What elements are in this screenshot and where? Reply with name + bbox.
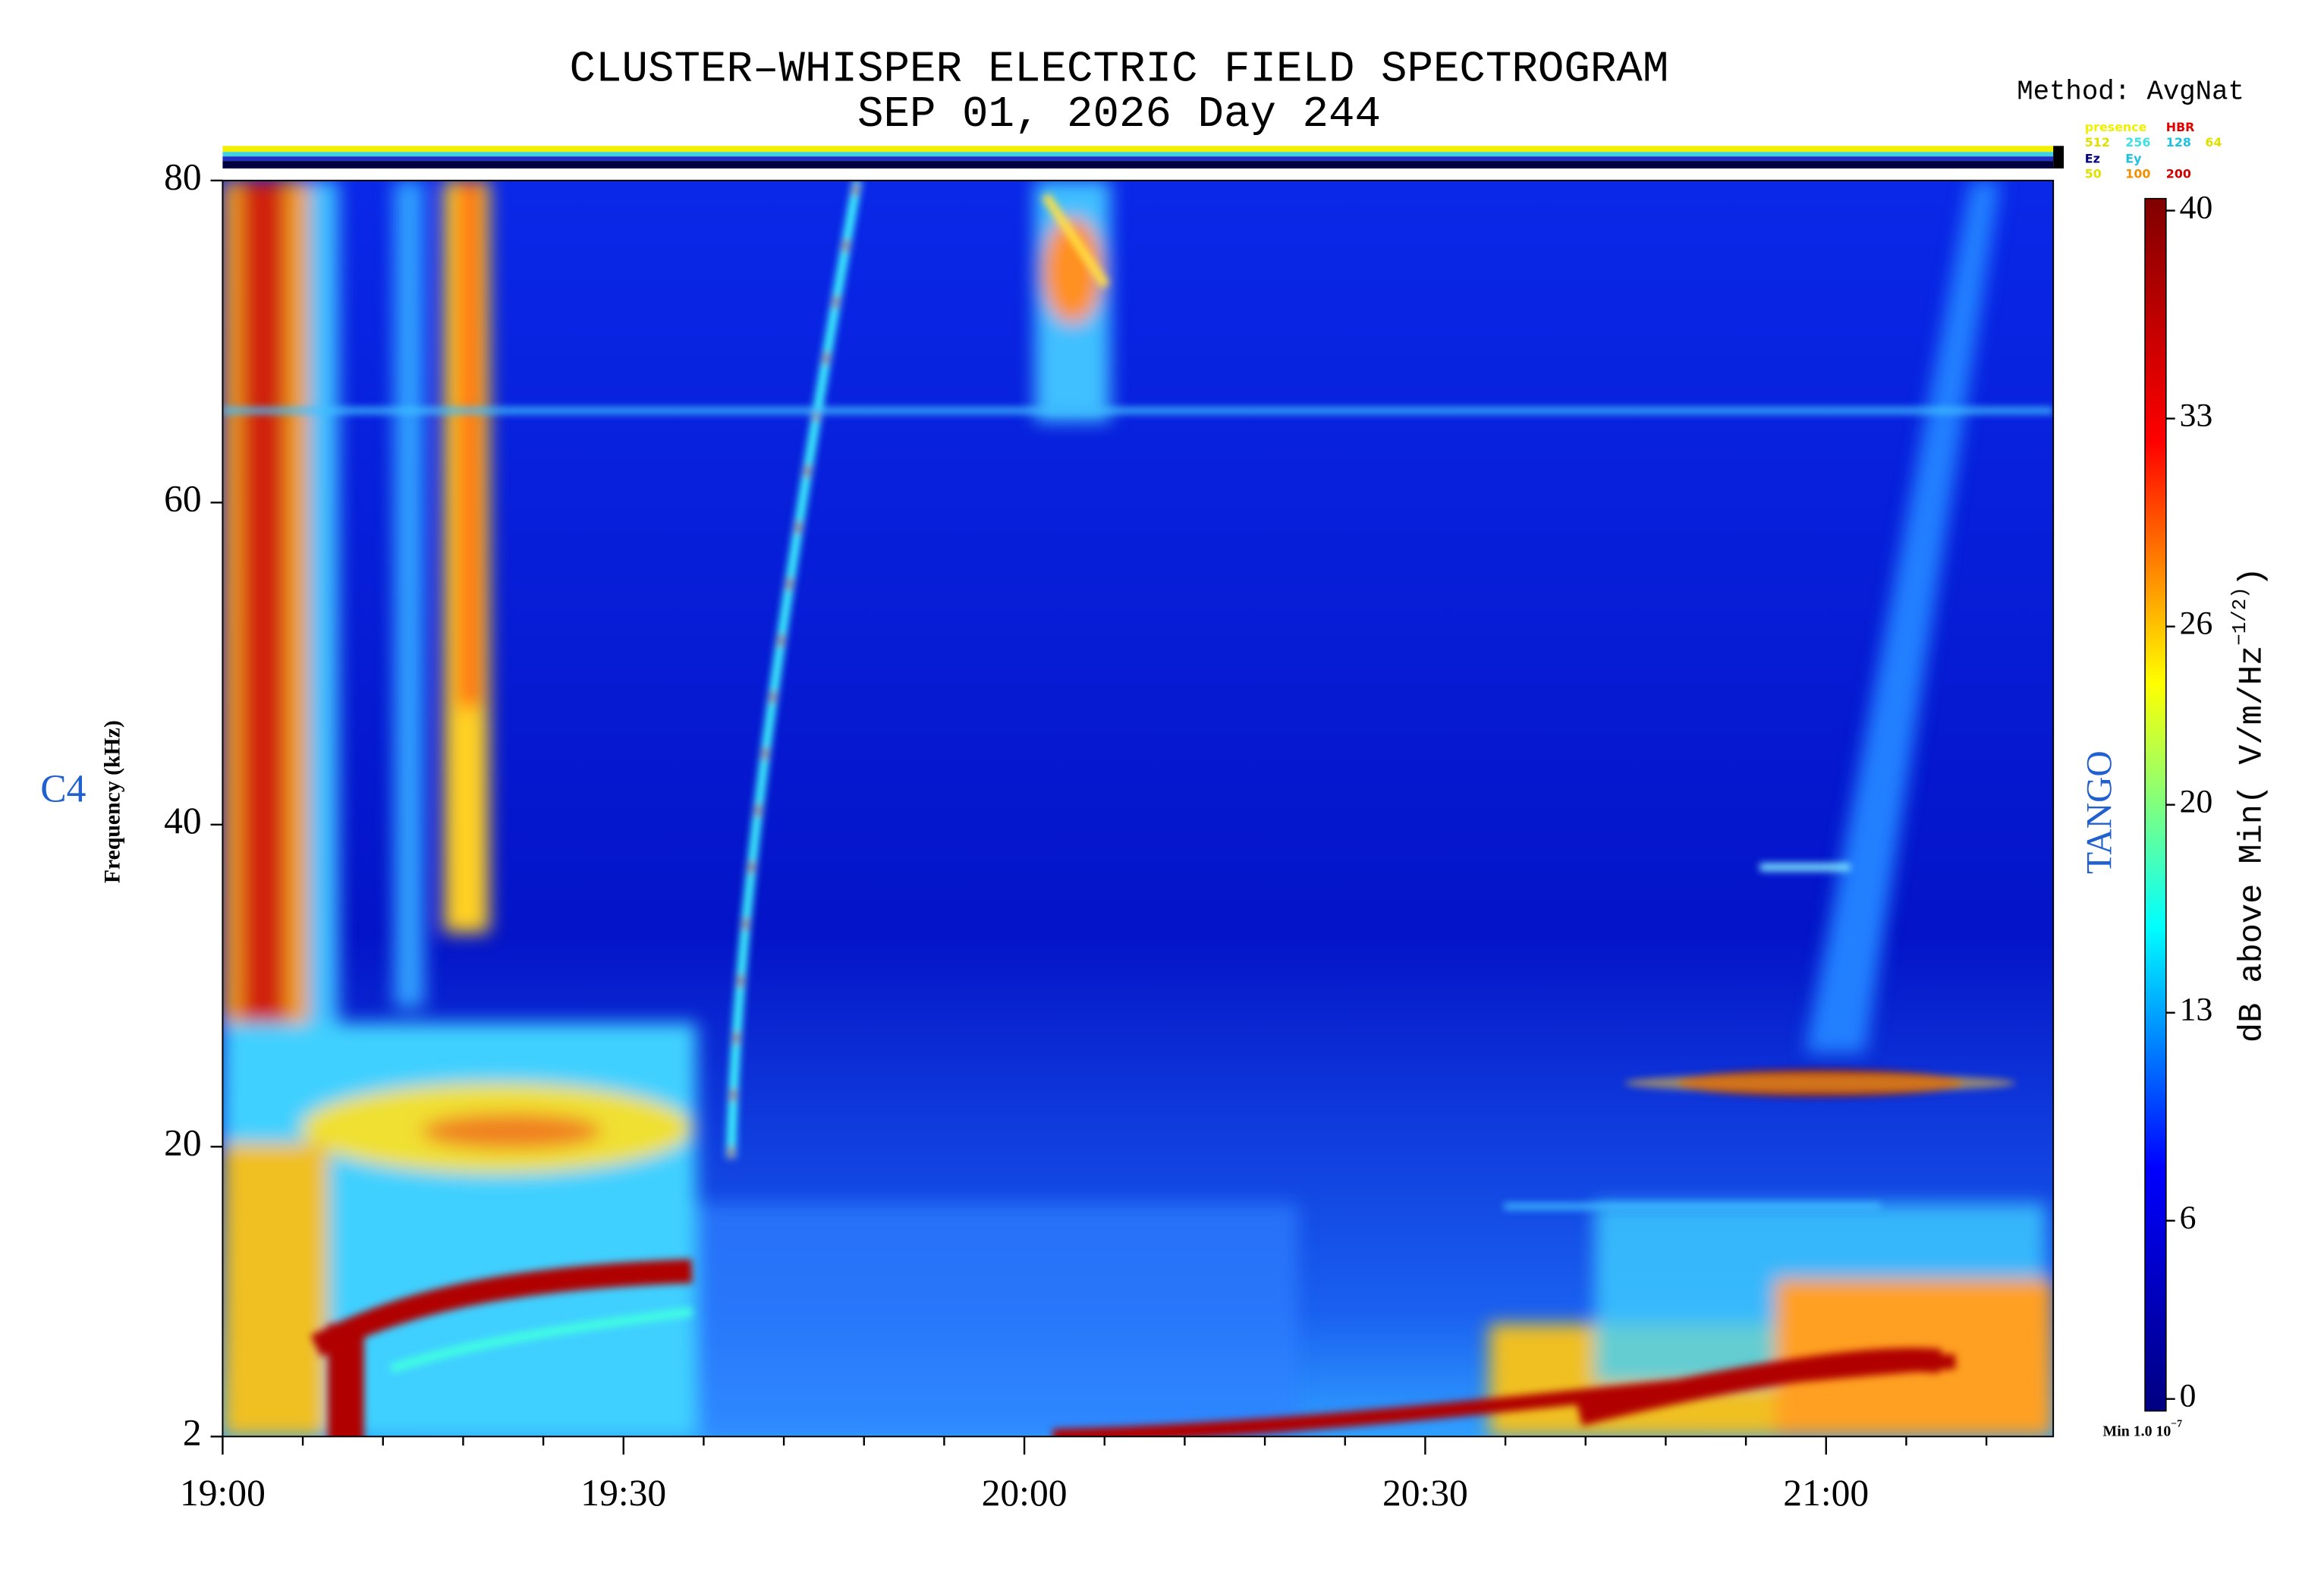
- status-legend-text: 256: [2125, 135, 2150, 149]
- colorbar-label-end: ): [2234, 567, 2271, 587]
- plot-frame: [222, 179, 2055, 1438]
- chart-title: CLUSTER–WHISPER ELECTRIC FIELD SPECTROGR…: [570, 45, 1669, 94]
- x-tick-label: 19:30: [580, 1472, 666, 1514]
- status-legend-text: 50: [2085, 166, 2102, 181]
- status-bar: [222, 146, 2054, 153]
- status-bar: [2053, 146, 2065, 169]
- colorbar-tick-label: 6: [2180, 1200, 2197, 1236]
- status-legend-text: Ey: [2125, 152, 2142, 166]
- status-bar: [222, 152, 2054, 157]
- colorbar-tick-label: 26: [2180, 605, 2213, 642]
- spacecraft-label: C4: [40, 768, 86, 811]
- colorbar-tick-label: 13: [2180, 992, 2213, 1028]
- min-label-text: Min 1.0 10: [2103, 1423, 2171, 1439]
- colorbar-tick-label: 33: [2180, 398, 2213, 434]
- y-tick-label: 80: [164, 156, 202, 197]
- y-axis-label: Frequency (kHz): [101, 720, 125, 883]
- colorbar-label: dB above Min( V/m/Hz−1/2)): [2229, 567, 2272, 1043]
- status-bar: [222, 156, 2054, 162]
- colorbar-tick-label: 20: [2180, 784, 2213, 820]
- spectrogram: [222, 180, 2054, 1437]
- chart-subtitle: SEP 01, 2026 Day 244: [857, 90, 1381, 140]
- method-label: Method: AvgNat: [2017, 76, 2244, 107]
- y-tick-label: 20: [164, 1122, 202, 1164]
- status-legend-text: 128: [2166, 135, 2191, 149]
- colorbar-label-sup: −1/2): [2229, 587, 2251, 645]
- colorbar-label-text: dB above Min( V/m/Hz: [2234, 646, 2271, 1043]
- x-tick-label: 20:00: [982, 1472, 1068, 1514]
- colorbar-tick-label: 40: [2180, 190, 2213, 226]
- colorbar-tick-label: 0: [2180, 1378, 2197, 1414]
- min-label-sup: −7: [2171, 1419, 2182, 1430]
- status-legend-text: presence: [2085, 120, 2147, 134]
- x-tick-label: 19:00: [180, 1472, 266, 1514]
- status-legend-text: 512: [2085, 135, 2110, 149]
- y-tick-label: 60: [164, 478, 202, 520]
- status-legend-text: HBR: [2166, 120, 2195, 134]
- status-legend-text: 200: [2166, 166, 2191, 181]
- min-label: Min 1.0 10−7: [2103, 1419, 2183, 1439]
- x-tick-label: 21:00: [1783, 1472, 1869, 1514]
- y-tick-label: 2: [183, 1412, 202, 1454]
- status-legend-text: 100: [2125, 166, 2150, 181]
- y-tick-label: 40: [164, 800, 202, 841]
- status-bar: [222, 161, 2054, 169]
- x-tick-label: 20:30: [1382, 1472, 1468, 1514]
- mode-label: TANGO: [2080, 750, 2119, 874]
- colorbar: [2144, 197, 2167, 1412]
- status-legend-text: Ez: [2085, 152, 2100, 166]
- status-legend-text: 64: [2205, 135, 2222, 149]
- spectrogram-details: [222, 180, 2054, 1437]
